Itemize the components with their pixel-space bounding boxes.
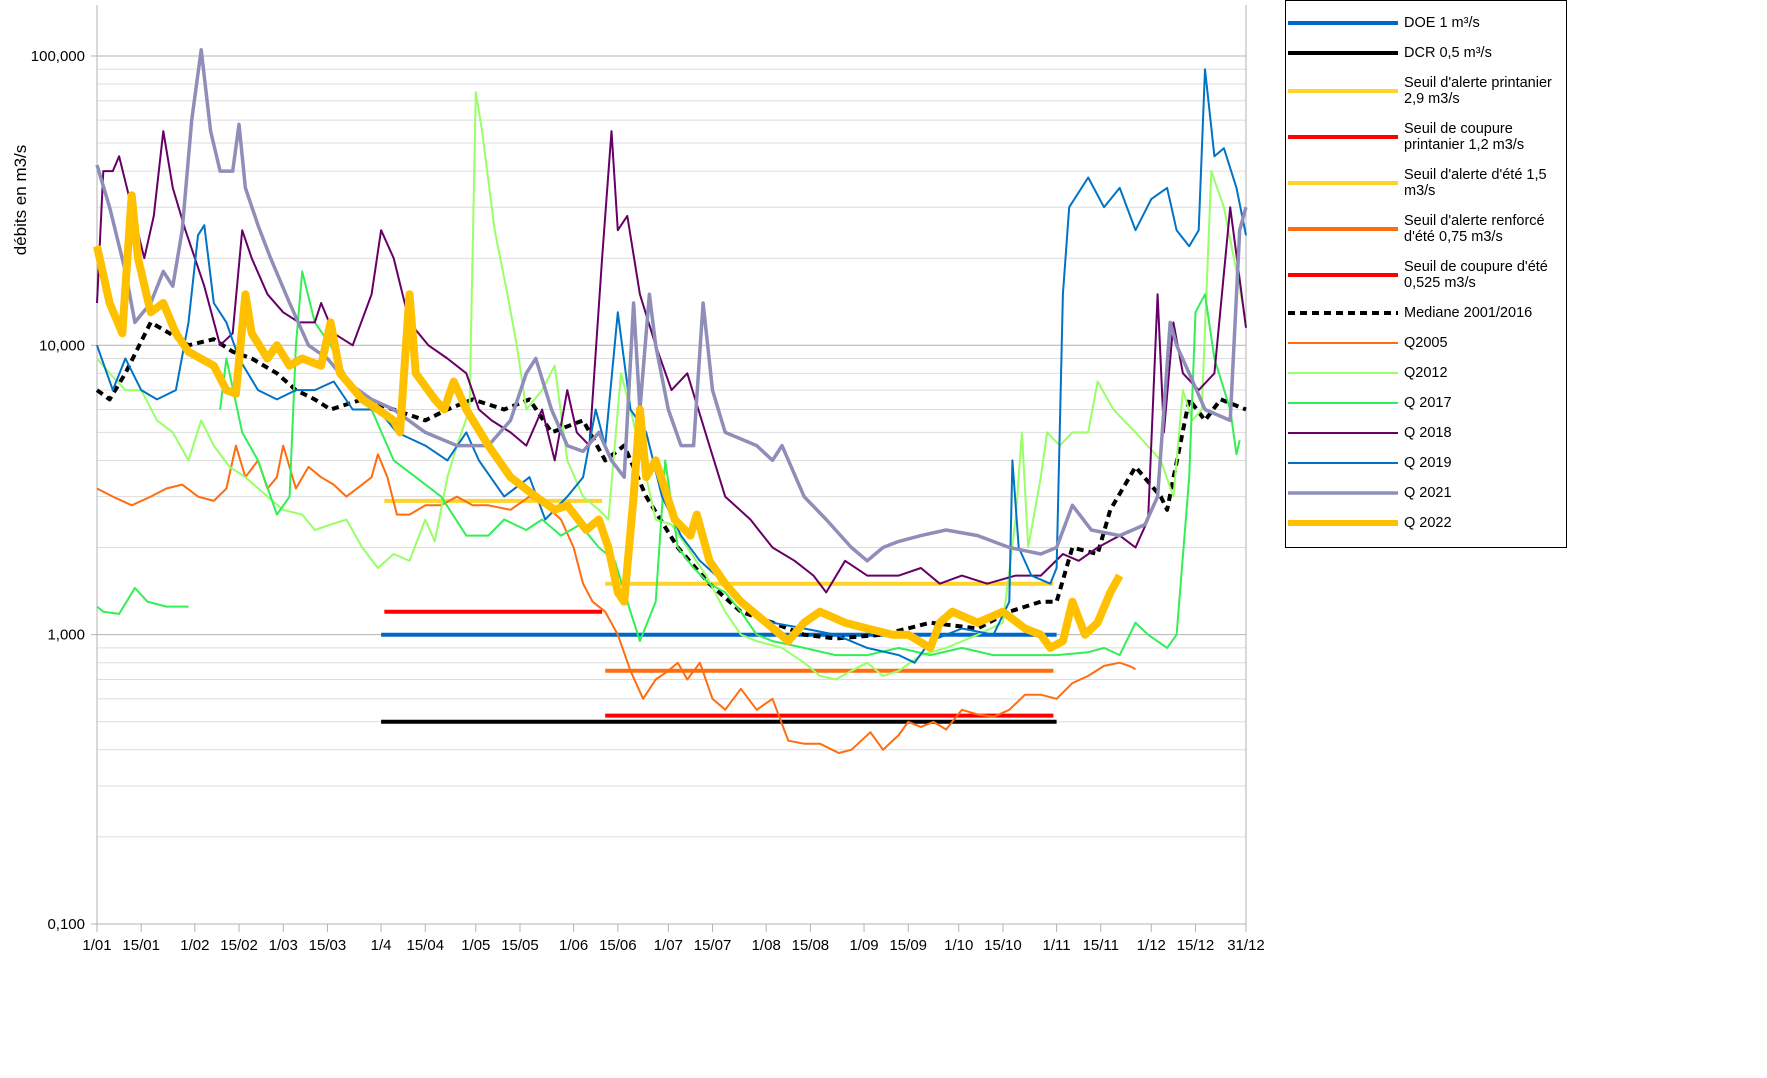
x-tick-label: 1/08 [752, 937, 781, 954]
x-tick-label: 15/06 [599, 937, 637, 954]
x-tick-label: 1/05 [461, 937, 490, 954]
legend-item: Q 2022 [1286, 508, 1566, 538]
x-tick-label: 1/11 [1043, 937, 1071, 954]
legend-label: Seuil d'alerte renforcé d'été 0,75 m3/s [1404, 213, 1545, 245]
legend-swatch [1288, 491, 1398, 495]
y-axis-title: débits en m3/s [11, 145, 30, 256]
x-tick-label: 15/08 [792, 937, 830, 954]
x-tick-label: 31/12 [1227, 937, 1265, 954]
legend-item: Seuil d'alerte renforcé d'été 0,75 m3/s [1286, 206, 1566, 252]
legend-item: Q 2017 [1286, 388, 1566, 418]
y-tick-label: 100,000 [31, 48, 85, 65]
legend-swatch [1288, 51, 1398, 55]
series-line [95, 320, 1247, 641]
legend-swatch [1288, 135, 1398, 139]
legend-item: Q 2018 [1286, 418, 1566, 448]
x-tick-label: 1/09 [849, 937, 878, 954]
legend-item: Mediane 2001/2016 [1286, 298, 1566, 328]
legend-item: Seuil d'alerte printanier 2,9 m3/s [1286, 68, 1566, 114]
legend-label: Q 2017 [1404, 395, 1452, 411]
x-tick-label: 1/03 [269, 937, 298, 954]
legend-label: DOE 1 m³/s [1404, 15, 1480, 31]
x-tick-label: 1/07 [654, 937, 683, 954]
legend-item: Seuil de coupure printanier 1,2 m3/s [1286, 114, 1566, 160]
legend-swatch [1288, 273, 1398, 277]
legend-swatch [1288, 432, 1398, 434]
legend: DOE 1 m³/s DCR 0,5 m³/s Seuil d'alerte pri… [1285, 0, 1567, 548]
legend-item: Q2012 [1286, 358, 1566, 388]
x-tick-label: 15/09 [889, 937, 927, 954]
legend-item: Seuil d'alerte d'été 1,5 m3/s [1286, 160, 1566, 206]
x-tick-label: 15/11 [1083, 937, 1119, 954]
legend-label: DCR 0,5 m³/s [1404, 45, 1492, 61]
legend-swatch [1288, 89, 1398, 93]
legend-swatch [1288, 342, 1398, 344]
legend-swatch [1288, 402, 1398, 404]
x-tick-label: 15/03 [309, 937, 347, 954]
legend-swatch [1288, 311, 1398, 315]
series-line [93, 191, 1124, 652]
x-tick-label: 1/12 [1137, 937, 1166, 954]
legend-label: Q2005 [1404, 335, 1448, 351]
legend-swatch [1288, 181, 1398, 185]
legend-label: Seuil de coupure d'été 0,525 m3/s [1404, 259, 1548, 291]
legend-item: Q2005 [1286, 328, 1566, 358]
y-tick-label: 1,000 [47, 627, 85, 644]
legend-item: Seuil de coupure d'été 0,525 m3/s [1286, 252, 1566, 298]
legend-item: Q 2021 [1286, 478, 1566, 508]
legend-label: Seuil d'alerte printanier 2,9 m3/s [1404, 75, 1552, 107]
y-tick-label: 10,000 [39, 337, 85, 354]
legend-label: Q2012 [1404, 365, 1448, 381]
legend-swatch [1288, 462, 1398, 464]
series-line [96, 444, 1136, 754]
legend-label: Q 2019 [1404, 455, 1452, 471]
legend-label: Mediane 2001/2016 [1404, 305, 1533, 321]
legend-item: Q 2019 [1286, 448, 1566, 478]
x-tick-label: 15/02 [220, 937, 258, 954]
series-line [96, 270, 1241, 657]
legend-label: Seuil de coupure printanier 1,2 m3/s [1404, 121, 1525, 153]
series-line [96, 68, 1247, 664]
x-tick-label: 15/01 [122, 937, 160, 954]
x-tick-label: 1/02 [180, 937, 209, 954]
legend-label: Q 2018 [1404, 425, 1452, 441]
series-line [95, 48, 1248, 563]
x-tick-label: 15/10 [984, 937, 1022, 954]
legend-label: Seuil d'alerte d'été 1,5 m3/s [1404, 167, 1547, 199]
legend-label: Q 2022 [1404, 515, 1452, 531]
x-tick-label: 1/4 [371, 937, 392, 954]
legend-swatch [1288, 227, 1398, 231]
y-tick-label: 0,100 [47, 916, 85, 933]
legend-swatch [1288, 520, 1398, 526]
legend-swatch [1288, 372, 1398, 374]
x-tick-label: 1/06 [559, 937, 588, 954]
x-tick-label: 1/10 [944, 937, 973, 954]
x-tick-label: 15/05 [501, 937, 539, 954]
x-tick-label: 15/04 [407, 937, 445, 954]
legend-item: DOE 1 m³/s [1286, 8, 1566, 38]
series-line [96, 91, 1247, 681]
legend-swatch [1288, 21, 1398, 25]
x-tick-label: 15/12 [1177, 937, 1215, 954]
legend-label: Q 2021 [1404, 485, 1452, 501]
x-tick-label: 1/01 [82, 937, 111, 954]
x-tick-label: 15/07 [694, 937, 732, 954]
legend-item: DCR 0,5 m³/s [1286, 38, 1566, 68]
